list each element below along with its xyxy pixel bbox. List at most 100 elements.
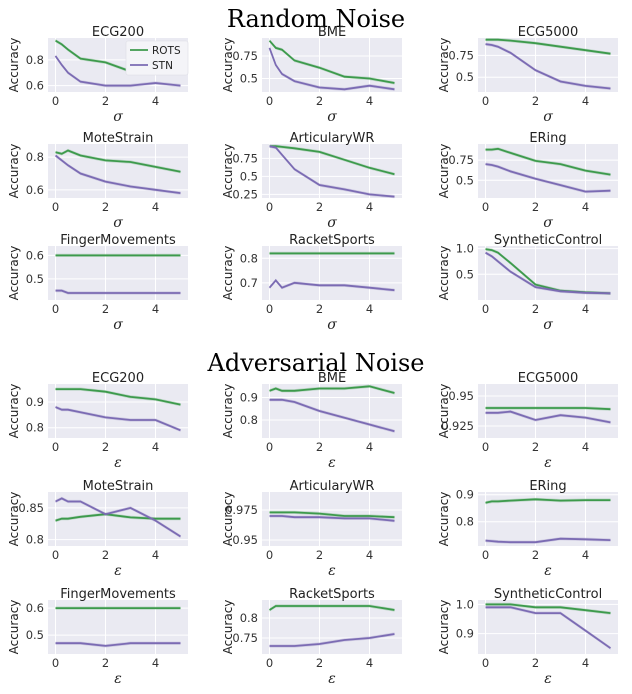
series-line-rots	[485, 38, 611, 55]
series-line-rots	[55, 149, 181, 173]
y-tick-label: 0.95	[448, 389, 474, 403]
plot-area	[262, 246, 402, 300]
x-axis-label: ε	[328, 671, 336, 687]
y-axis-label: Accuracy	[7, 38, 21, 93]
y-axis-label: Accuracy	[437, 600, 451, 655]
x-tick-label: 2	[532, 200, 539, 214]
y-axis-label: Accuracy	[7, 246, 21, 301]
y-tick-label: 0.925	[441, 419, 474, 433]
x-tick-label: 4	[582, 548, 589, 562]
x-tick-label: 4	[582, 94, 589, 108]
series-line-stn	[54, 154, 181, 194]
panels-grid: 0 2 4 0.6 0.8 ECG200 σ Accuracy ROTS STN 0 2 4 0.5 0.7…	[7, 25, 618, 687]
x-axis-label: σ	[327, 215, 337, 231]
section-title-random-noise: Random Noise	[227, 5, 405, 33]
y-axis-label: Accuracy	[437, 246, 451, 301]
panel-title: FingerMovements	[60, 587, 176, 602]
y-axis-label: Accuracy	[437, 384, 451, 439]
series-line-stn	[268, 47, 395, 91]
x-tick-label: 0	[482, 200, 489, 214]
x-axis-label: σ	[543, 317, 553, 333]
y-axis-label: Accuracy	[221, 492, 235, 547]
y-tick-label: 0.9	[456, 488, 474, 502]
x-tick-label: 4	[152, 656, 159, 670]
x-tick-label: 0	[266, 548, 273, 562]
series-line-stn	[485, 251, 611, 295]
panel-title: ArticularyWR	[290, 479, 375, 494]
plot-area	[262, 38, 402, 92]
x-tick-label: 2	[316, 440, 323, 454]
x-tick-label: 4	[366, 656, 373, 670]
series-line-rots	[485, 603, 611, 614]
series-line-rots	[268, 40, 395, 84]
x-axis-label: ε	[114, 563, 122, 579]
y-axis-label: Accuracy	[437, 144, 451, 199]
y-axis-label: Accuracy	[7, 492, 21, 547]
x-tick-label: 2	[316, 94, 323, 108]
series-line-stn	[55, 497, 181, 538]
series-line-stn	[269, 145, 395, 198]
x-tick-label: 4	[152, 94, 159, 108]
series-line-rots	[485, 498, 611, 504]
panel-title: ERing	[529, 131, 566, 146]
panel-fingermovements-random: 0 2 4 0.5 0.6 FingerMovements σ Accuracy	[7, 233, 188, 333]
panel-title: ECG200	[92, 25, 144, 40]
series-line-stn	[485, 410, 611, 424]
x-axis-label: ε	[114, 671, 122, 687]
x-axis-label: σ	[543, 109, 553, 125]
panel-ering-adversarial: 0 2 4 0.8 0.9 ERing ε Accuracy	[437, 479, 618, 579]
plot-area	[48, 144, 188, 198]
x-tick-label: 4	[366, 548, 373, 562]
series-line-rots	[269, 511, 395, 519]
y-tick-label: 0.6	[26, 183, 44, 197]
legend-label-rots: ROTS	[152, 45, 181, 57]
series-band-stn	[269, 46, 395, 91]
panel-syntheticcontrol-adversarial: 0 2 4 0.9 1.0 SyntheticControl ε Accuracy	[437, 587, 618, 687]
y-tick-label: 0.25	[232, 187, 258, 201]
x-tick-label: 0	[482, 94, 489, 108]
x-tick-label: 2	[102, 200, 109, 214]
x-axis-label: σ	[327, 317, 337, 333]
y-axis-label: Accuracy	[437, 38, 451, 93]
x-tick-label: 4	[366, 94, 373, 108]
x-tick-label: 0	[52, 200, 59, 214]
x-tick-label: 2	[532, 656, 539, 670]
panel-title: RacketSports	[289, 587, 375, 602]
x-tick-label: 2	[102, 302, 109, 316]
series-line-stn	[55, 642, 181, 647]
x-tick-label: 0	[52, 548, 59, 562]
y-axis-label: Accuracy	[221, 144, 235, 199]
y-tick-label: 1.0	[456, 597, 474, 611]
x-tick-label: 2	[532, 302, 539, 316]
x-tick-label: 4	[152, 440, 159, 454]
x-tick-label: 0	[482, 656, 489, 670]
series-line-stn	[269, 515, 395, 522]
panel-ecg200-adversarial: 0 2 4 0.8 0.9 ECG200 ε Accuracy	[7, 371, 188, 471]
series-line-stn	[485, 163, 611, 193]
y-tick-label: 0.75	[232, 49, 258, 63]
y-tick-label: 0.5	[26, 272, 44, 286]
x-tick-label: 2	[532, 94, 539, 108]
x-tick-label: 2	[316, 200, 323, 214]
series-band-rots	[55, 512, 181, 523]
plot-area	[262, 384, 402, 438]
series-band-rots	[485, 38, 611, 56]
x-axis-label: ε	[328, 563, 336, 579]
y-tick-label: 0.95	[232, 533, 258, 547]
x-axis-label: σ	[113, 215, 123, 231]
series-line-rots	[55, 388, 181, 406]
y-tick-label: 0.8	[240, 251, 258, 265]
plot-area	[478, 600, 618, 654]
y-tick-label: 0.8	[26, 421, 44, 435]
legend-label-stn: STN	[152, 60, 173, 72]
x-tick-label: 0	[482, 548, 489, 562]
x-tick-label: 0	[52, 94, 59, 108]
x-tick-label: 2	[102, 548, 109, 562]
series-line-stn	[55, 406, 181, 432]
series-line-stn	[485, 537, 611, 544]
panel-racketsports-adversarial: 0 2 4 0.75 0.8 RacketSports ε Accuracy	[221, 587, 402, 687]
x-axis-label: σ	[113, 317, 123, 333]
panel-articularywr-adversarial: 0 2 4 0.95 0.975 ArticularyWR ε Accuracy	[221, 479, 402, 579]
series-line-rots	[485, 407, 611, 411]
